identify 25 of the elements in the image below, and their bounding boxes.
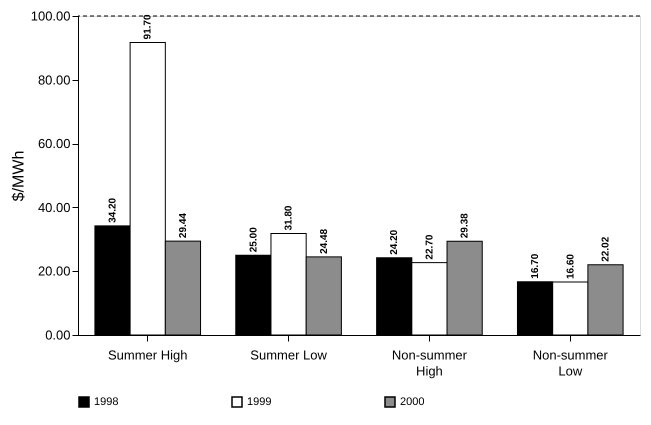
y-tick-label: 100.00 [30, 8, 70, 24]
y-axis-title: $/MWh [10, 150, 28, 202]
data-label: 29.38 [460, 212, 471, 238]
x-tick-label: Summer High [108, 348, 188, 362]
x-tick-label: Summer Low [250, 348, 328, 362]
legend-label: 2000 [400, 396, 424, 408]
y-tick-label: 40.00 [38, 200, 70, 215]
data-label: 24.48 [318, 228, 330, 254]
x-tick-label: Non-summer High [392, 348, 468, 378]
y-tick-label: 60.00 [38, 136, 70, 152]
data-label: 16.60 [565, 254, 576, 280]
data-label: 16.70 [530, 253, 542, 279]
y-tick-label: 0.00 [45, 328, 70, 342]
data-label: 22.02 [600, 236, 612, 262]
data-label: 24.20 [389, 229, 400, 255]
y-tick-label: 80.00 [38, 72, 70, 88]
data-label: 25.00 [248, 226, 260, 252]
legend-label: 1999 [247, 396, 272, 408]
y-tick-label: 20.00 [38, 264, 70, 279]
legend-label: 1998 [94, 396, 118, 408]
data-label: 31.80 [284, 205, 295, 231]
data-label: 22.70 [424, 234, 436, 260]
data-label: 29.44 [178, 212, 189, 238]
x-tick-label: Non-summer Low [532, 348, 609, 378]
data-label: 34.20 [108, 197, 119, 223]
